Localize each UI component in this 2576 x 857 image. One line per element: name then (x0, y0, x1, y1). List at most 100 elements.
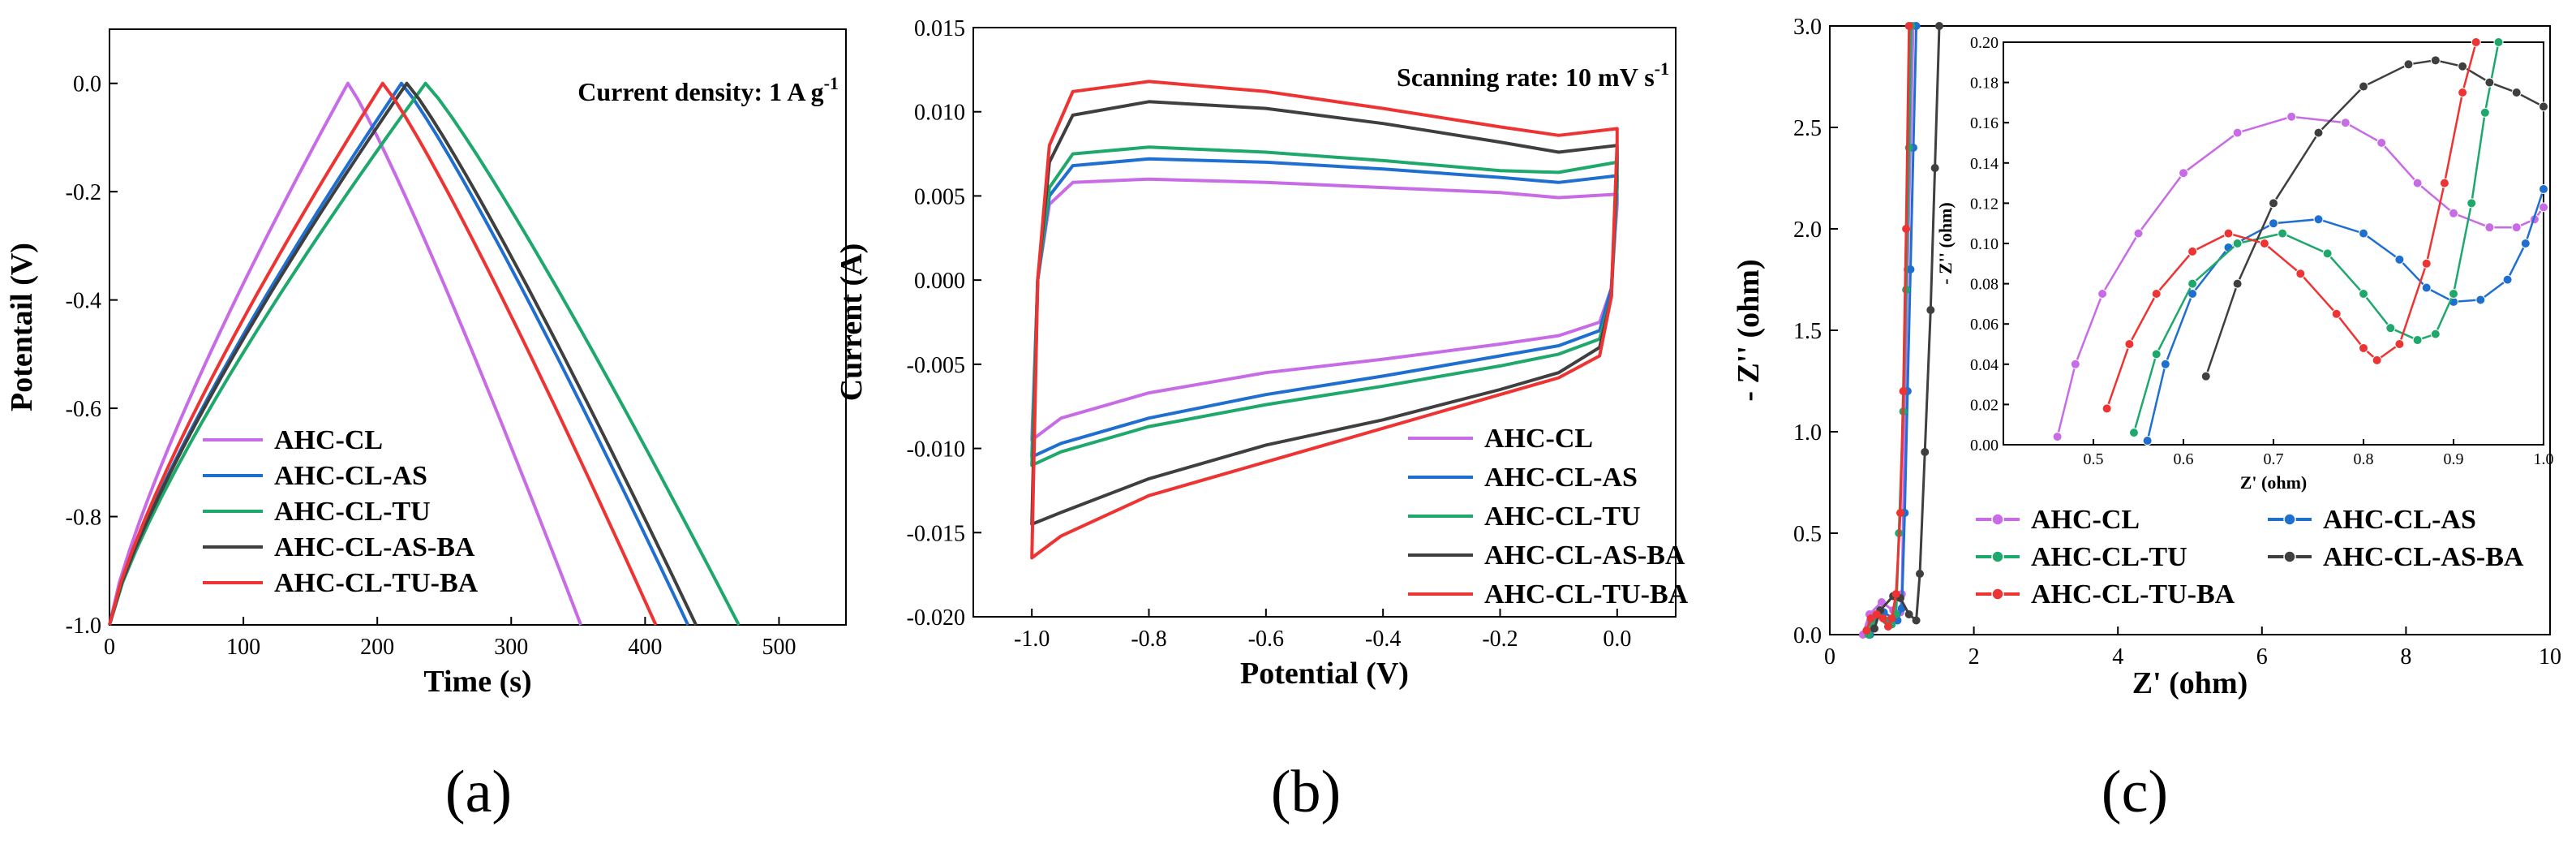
y-axis-label: Potentail (V) (5, 243, 39, 411)
inset-data-point (2359, 342, 2368, 353)
legend-item: AHC-CL-TU (203, 497, 431, 527)
x-tick-label: 0.0 (1603, 627, 1631, 652)
x-axis-label: Z' (ohm) (2132, 666, 2248, 700)
inset-series-group (2128, 37, 2504, 438)
inset-data-point (2511, 222, 2522, 233)
inset-data-point (2124, 339, 2135, 349)
inset-data-point (2412, 335, 2423, 346)
inset-data-point (2278, 228, 2288, 239)
inset-data-point (2187, 278, 2198, 289)
x-tick-label: 0.8 (2354, 450, 2374, 468)
legend-item: AHC-CL-TU-BA (203, 568, 479, 598)
inset-data-point (2372, 355, 2382, 365)
inset-series-line (2132, 41, 2500, 433)
data-point (1891, 590, 1900, 598)
data-point (1866, 614, 1875, 622)
inset-data-point (2232, 239, 2243, 248)
inset-data-point (2502, 274, 2513, 285)
legend-label: AHC-CL-TU (1484, 502, 1641, 532)
legend-marker (2283, 550, 2296, 563)
series-group (1862, 22, 1913, 635)
legend-item: AHC-CL-AS-BA (2268, 542, 2524, 572)
data-point (1899, 387, 1908, 395)
legend-item: AHC-CL-TU (1408, 502, 1641, 532)
data-point (1916, 570, 1924, 578)
data-point (1934, 22, 1943, 30)
x-tick-label: 1.0 (2534, 450, 2554, 468)
inset-data-point (2128, 428, 2139, 438)
x-tick-label: 500 (762, 635, 796, 660)
x-axis-label: Potential (V) (1240, 657, 1409, 691)
inset-data-point (2449, 208, 2458, 218)
series-line (1030, 80, 1619, 560)
inset-data-point (2160, 359, 2170, 369)
legend-label: AHC-CL-AS-BA (274, 532, 475, 562)
y-tick-label: 0.0 (1793, 623, 1822, 648)
x-tick-label: 400 (628, 635, 662, 660)
inset-data-point (2475, 295, 2486, 305)
inset-data-point (2052, 432, 2063, 442)
inset-data-point (2467, 198, 2477, 209)
inset-data-point (2484, 222, 2495, 233)
data-point (1904, 610, 1913, 618)
legend-item: AHC-CL-AS (203, 461, 427, 491)
inset-data-point (2313, 127, 2324, 138)
legend-label: AHC-CL-AS-BA (1484, 540, 1685, 571)
inset-data-point (2471, 37, 2481, 47)
data-point (1878, 614, 1887, 622)
y-tick-label: -0.2 (66, 180, 101, 205)
legend-item: AHC-CL (203, 425, 383, 455)
inset-data-point (2458, 61, 2468, 71)
y-tick-label: 1.0 (1793, 420, 1822, 446)
y-tick-label: 2.5 (1793, 116, 1822, 141)
inset-data-point (2359, 81, 2368, 92)
inset-data-point (2376, 138, 2387, 148)
inset-data-point (2421, 282, 2432, 293)
legend-item: AHC-CL-AS-BA (203, 532, 475, 562)
panel-b-chart: -1.0 -0.8 -0.6 -0.4 -0.2 0.0 -0.020 -0.015 -0.01… (835, 16, 1689, 691)
inset-data-point (2070, 359, 2080, 369)
inset-data-point (2394, 339, 2405, 349)
y-tick-label: -0.4 (66, 289, 101, 314)
y-tick-label: 0.015 (914, 16, 965, 41)
inset-data-point (2269, 218, 2278, 229)
legend-label: AHC-CL-TU-BA (274, 568, 479, 598)
x-tick-label: 0.9 (2444, 450, 2464, 468)
y-axis-label: Current (A) (835, 243, 869, 402)
y-tick-label: 0.12 (1970, 195, 1999, 213)
y-tick-label: 0.14 (1970, 155, 1999, 173)
chart-annotation: Current density: 1 A g-1 (577, 73, 839, 106)
inset-data-point (2259, 239, 2269, 248)
inset-data-point (2394, 254, 2405, 265)
inset-data-point (2385, 323, 2396, 334)
data-point (1872, 610, 1881, 618)
inset-data-point (2403, 59, 2414, 70)
data-point (1902, 225, 1911, 233)
inset-data-point (2359, 289, 2368, 299)
inset-series-group (2052, 111, 2548, 442)
inset-data-point (2340, 118, 2351, 128)
x-tick-label: 0.7 (2264, 450, 2284, 468)
inset-data-point (2539, 184, 2548, 195)
data-point (1883, 622, 1892, 631)
y-tick-label: 0.20 (1970, 34, 1999, 52)
legend-marker (1991, 588, 2004, 601)
inset-data-point (2232, 127, 2243, 138)
y-tick-label: -0.010 (907, 437, 965, 463)
y-axis-label: - Z'' (ohm) (1732, 259, 1766, 401)
legend-item: AHC-CL-TU-BA (1408, 579, 1689, 609)
data-point (1921, 448, 1930, 456)
inset-data-point (2412, 178, 2423, 188)
legend-item: AHC-CL-AS (1408, 463, 1638, 493)
panel-label-c: (c) (2102, 759, 2168, 825)
inset-data-point (2430, 329, 2441, 339)
data-point (1862, 627, 1871, 635)
inset-data-point (2151, 289, 2162, 299)
series-line (1030, 157, 1619, 459)
y-tick-label: 0.04 (1970, 356, 1999, 374)
data-point (1887, 614, 1896, 622)
inset-background (2003, 42, 2544, 445)
legend-label: AHC-CL (274, 425, 383, 455)
x-tick-label: -0.6 (1248, 627, 1284, 652)
legend-label: AHC-CL-AS (274, 461, 427, 491)
